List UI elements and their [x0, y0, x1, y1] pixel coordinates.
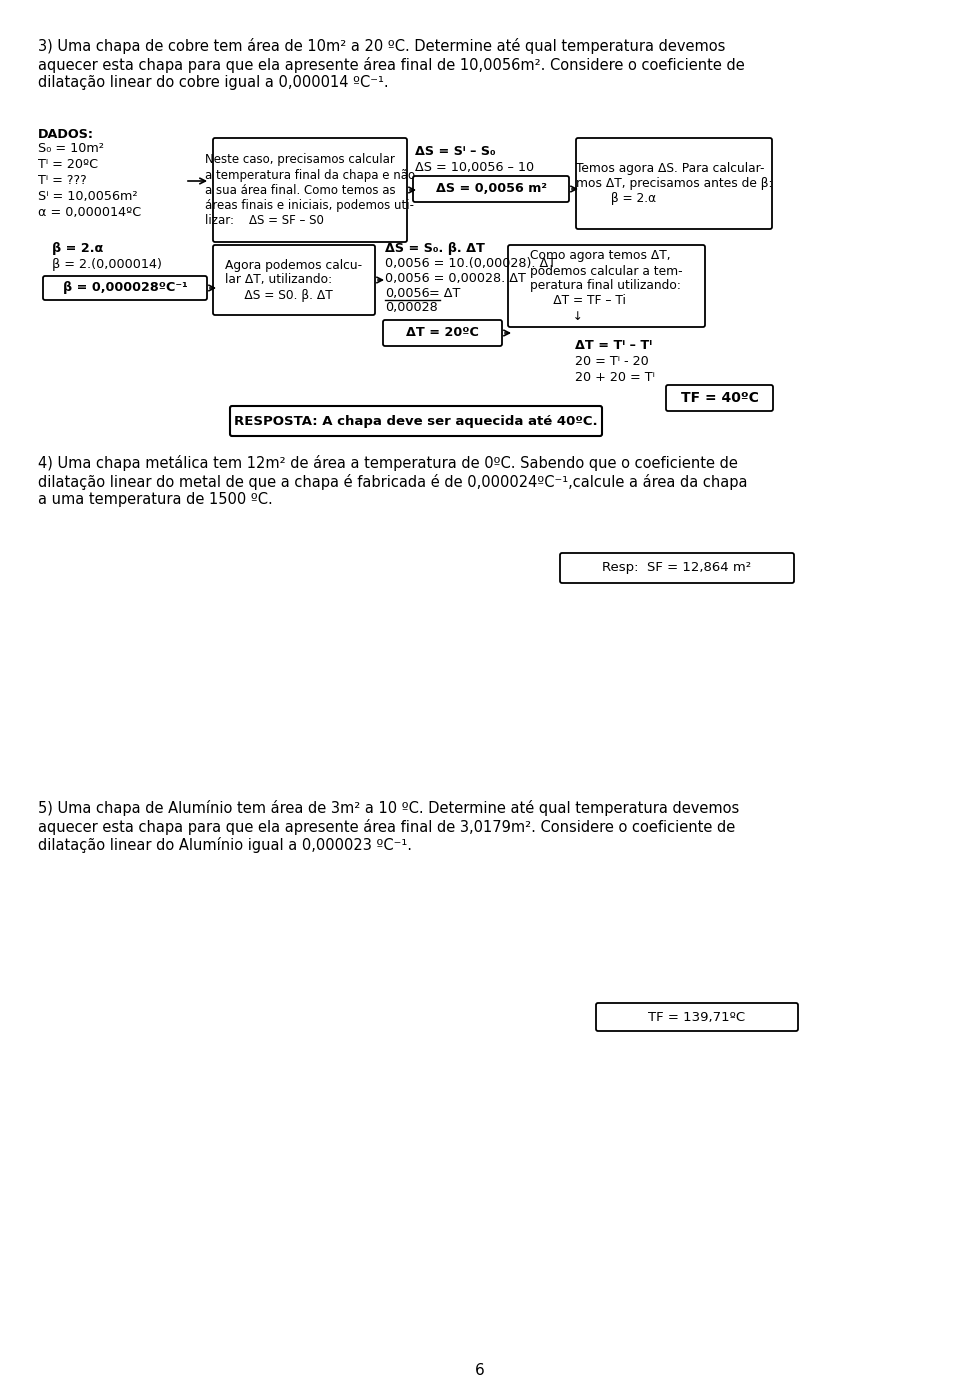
Text: 4) Uma chapa metálica tem 12m² de área a temperatura de 0ºC. Sabendo que o coefi: 4) Uma chapa metálica tem 12m² de área a…	[38, 455, 748, 507]
Text: DADOS:: DADOS:	[38, 128, 94, 140]
FancyBboxPatch shape	[213, 138, 407, 242]
FancyBboxPatch shape	[43, 277, 207, 300]
Text: Tⁱ = ???: Tⁱ = ???	[38, 174, 86, 188]
Text: = ΔT: = ΔT	[429, 286, 461, 300]
FancyBboxPatch shape	[213, 245, 375, 316]
FancyBboxPatch shape	[413, 177, 569, 202]
Text: Resp:  SF = 12,864 m²: Resp: SF = 12,864 m²	[603, 562, 752, 574]
Text: 0,0056 = 10.(0,00028). ΔT: 0,0056 = 10.(0,00028). ΔT	[385, 257, 556, 270]
Text: 20 + 20 = Tⁱ: 20 + 20 = Tⁱ	[575, 371, 655, 384]
FancyBboxPatch shape	[230, 406, 602, 436]
Text: RESPOSTA: A chapa deve ser aquecida até 40ºC.: RESPOSTA: A chapa deve ser aquecida até …	[234, 414, 598, 428]
FancyBboxPatch shape	[383, 320, 502, 346]
Text: ΔS = Sⁱ – S₀: ΔS = Sⁱ – S₀	[415, 145, 495, 158]
Text: 0,0056: 0,0056	[385, 286, 430, 300]
Text: Neste caso, precisamos calcular
a temperatura final da chapa e não
a sua área fi: Neste caso, precisamos calcular a temper…	[204, 153, 415, 227]
Text: ΔS = S₀. β. ΔT: ΔS = S₀. β. ΔT	[385, 242, 485, 254]
Text: Como agora temos ΔT,
podemos calcular a tem-
peratura final utilizando:
      ΔT: Como agora temos ΔT, podemos calcular a …	[530, 249, 683, 322]
Text: ΔS = 10,0056 – 10: ΔS = 10,0056 – 10	[415, 161, 534, 174]
Text: α = 0,000014ºC: α = 0,000014ºC	[38, 206, 141, 220]
Text: Agora podemos calcu-
lar ΔT, utilizando:
     ΔS = S0. β. ΔT: Agora podemos calcu- lar ΔT, utilizando:…	[226, 259, 363, 302]
Text: S₀ = 10m²: S₀ = 10m²	[38, 142, 104, 156]
Text: Tᴵ = 20ºC: Tᴵ = 20ºC	[38, 158, 98, 171]
FancyBboxPatch shape	[560, 553, 794, 582]
FancyBboxPatch shape	[666, 385, 773, 411]
Text: β = 0,000028ºC⁻¹: β = 0,000028ºC⁻¹	[62, 282, 187, 295]
FancyBboxPatch shape	[576, 138, 772, 229]
Text: Temos agora ΔS. Para calcular-
mos ΔT, precisamos antes de β:
         β = 2.α: Temos agora ΔS. Para calcular- mos ΔT, p…	[576, 163, 772, 204]
FancyBboxPatch shape	[508, 245, 705, 327]
Text: TF = 40ºC: TF = 40ºC	[681, 391, 758, 404]
Text: β = 2.(0,000014): β = 2.(0,000014)	[52, 259, 162, 271]
Text: Sⁱ = 10,0056m²: Sⁱ = 10,0056m²	[38, 190, 137, 203]
Text: ΔT = Tⁱ – Tᴵ: ΔT = Tⁱ – Tᴵ	[575, 339, 652, 352]
Text: β = 2.α: β = 2.α	[52, 242, 104, 254]
FancyBboxPatch shape	[596, 1004, 798, 1031]
Text: 0,00028: 0,00028	[385, 302, 438, 314]
Text: 0,0056 = 0,00028. ΔT: 0,0056 = 0,00028. ΔT	[385, 272, 526, 285]
Text: 3) Uma chapa de cobre tem área de 10m² a 20 ºC. Determine até qual temperatura d: 3) Uma chapa de cobre tem área de 10m² a…	[38, 38, 745, 90]
Text: ΔT = 20ºC: ΔT = 20ºC	[406, 327, 479, 339]
Text: 20 = Tⁱ - 20: 20 = Tⁱ - 20	[575, 354, 649, 368]
Text: TF = 139,71ºC: TF = 139,71ºC	[648, 1011, 746, 1023]
Text: 6: 6	[475, 1364, 485, 1377]
Text: ΔS = 0,0056 m²: ΔS = 0,0056 m²	[436, 182, 546, 196]
Text: 5) Uma chapa de Alumínio tem área de 3m² a 10 ºC. Determine até qual temperatura: 5) Uma chapa de Alumínio tem área de 3m²…	[38, 801, 739, 853]
